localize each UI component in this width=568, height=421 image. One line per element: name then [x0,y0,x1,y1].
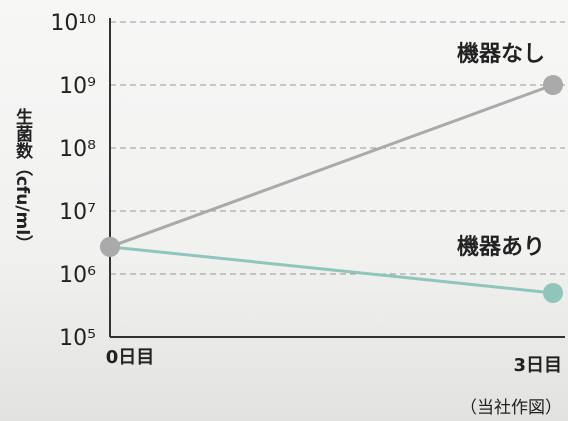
y-tick-label: 10⁸ [59,137,96,162]
y-tick-label: 10⁹ [59,74,96,99]
point [100,236,120,257]
y-tick-label: 10⁵ [59,326,96,351]
y-tick-label: 10⁷ [59,200,96,225]
series-line [109,83,554,249]
series-label: 機器なし [457,42,545,67]
x-tick-label: 3日目 [513,355,562,376]
point [543,75,563,95]
note: （当社作図） [460,398,562,418]
series-line [109,245,554,295]
y-tick-label: 10¹⁰ [50,11,96,36]
point [543,282,563,303]
y-axis-label: 生菌数（cfu/ml） [12,107,33,252]
series-label: 機器あり [457,235,545,260]
x-tick-label: 0日目 [106,347,155,368]
y-tick-label: 10⁶ [59,263,96,288]
